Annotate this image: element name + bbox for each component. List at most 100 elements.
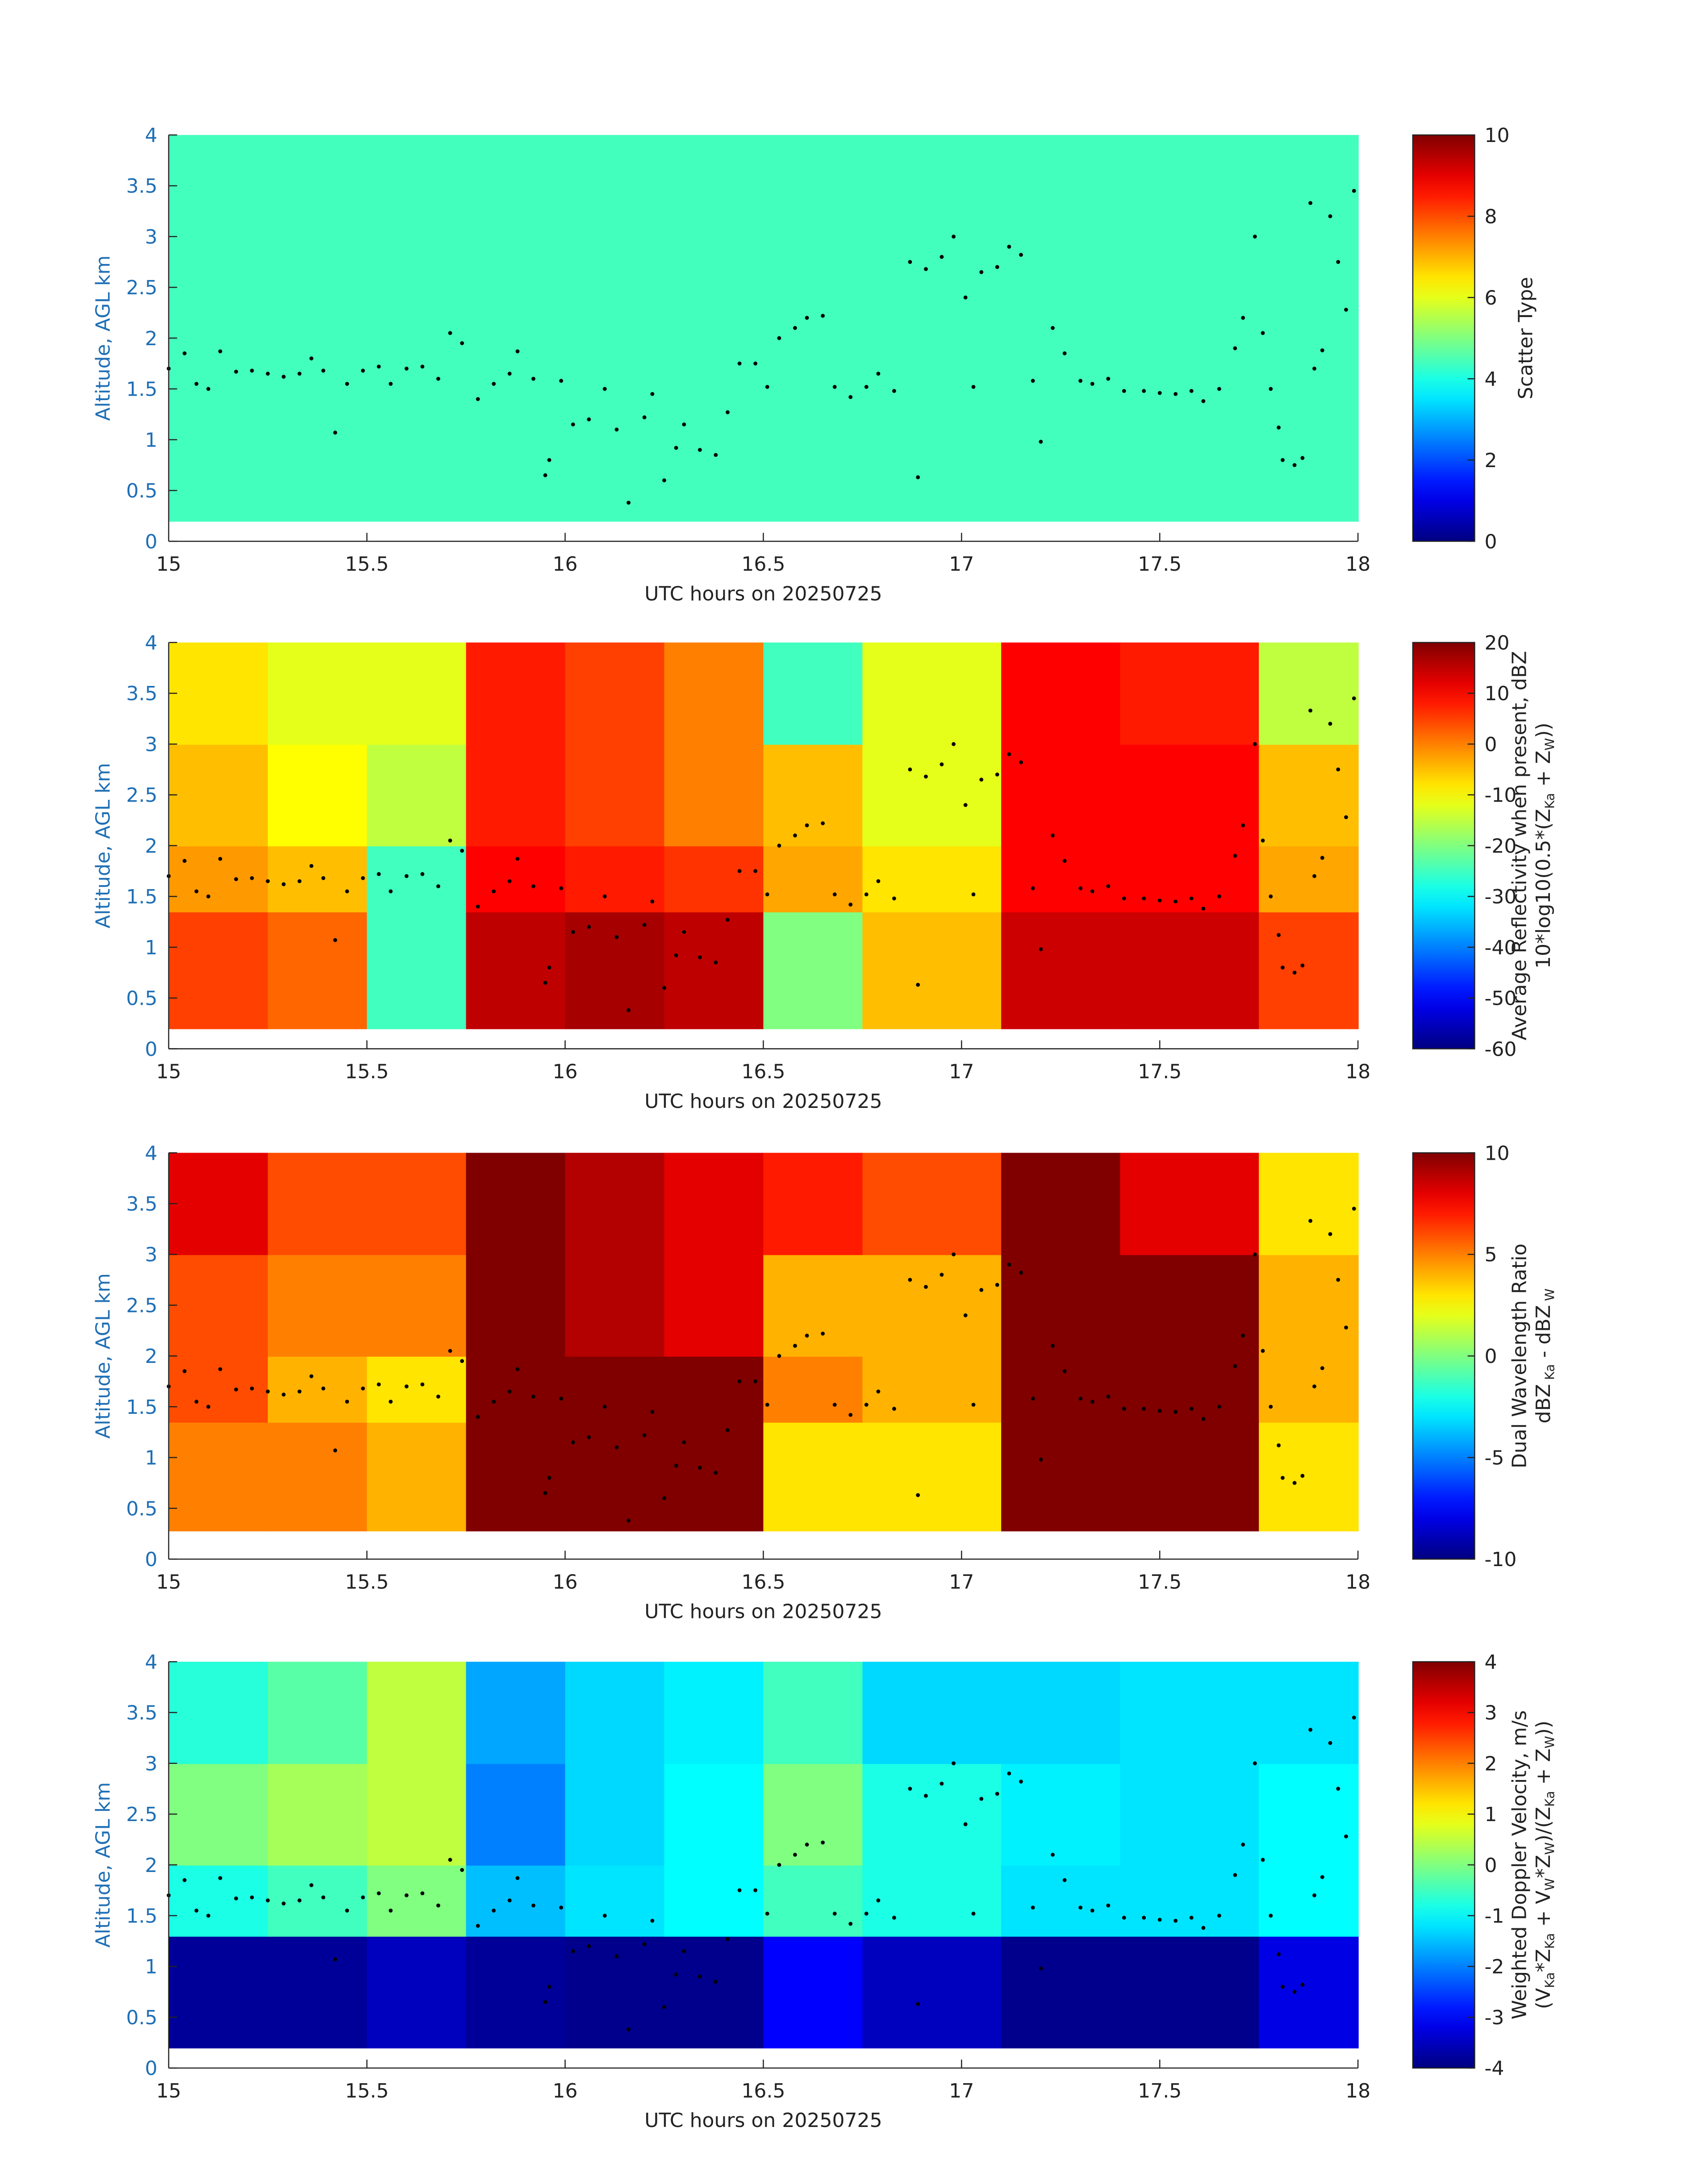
label-text: )/(Z: [1532, 1807, 1555, 1842]
point: [218, 857, 222, 861]
point: [531, 884, 535, 889]
point: [531, 1395, 535, 1399]
x-tick-label: 17: [949, 553, 974, 576]
heatmap-cell: [1001, 1936, 1121, 2049]
point: [626, 501, 631, 505]
point: [234, 1387, 238, 1391]
x-tick-label: 17: [949, 1571, 974, 1593]
point: [321, 876, 326, 880]
point: [194, 1909, 199, 1913]
point: [1241, 823, 1245, 827]
heatmap-cell: [168, 744, 269, 847]
point: [1281, 1475, 1285, 1480]
heatmap-cell: [1259, 1763, 1359, 1866]
point: [876, 1389, 881, 1394]
heatmap-cell: [1120, 1422, 1260, 1532]
colorbar-tick-label: -10: [1484, 1548, 1516, 1571]
point: [1142, 1915, 1146, 1920]
y-tick-label: 4: [145, 1142, 158, 1165]
point: [297, 372, 302, 376]
colorbar-tick-label: 0: [1484, 531, 1497, 553]
point: [559, 886, 564, 890]
point: [952, 1252, 956, 1257]
point: [821, 1840, 825, 1845]
point: [1328, 1741, 1332, 1745]
point: [916, 2002, 920, 2006]
point: [1078, 1905, 1083, 1910]
point: [1051, 326, 1055, 330]
heatmap-cell: [664, 744, 764, 847]
point: [1277, 425, 1281, 430]
label-text: )): [1532, 1721, 1555, 1736]
point: [507, 1898, 512, 1903]
point: [908, 260, 912, 264]
point: [1217, 894, 1221, 898]
point: [714, 1471, 718, 1475]
label-text: Scatter Type: [1514, 277, 1537, 399]
heatmap-cell: [168, 911, 269, 1029]
point: [361, 1386, 365, 1391]
subscript: Ka: [1542, 1972, 1557, 1988]
heatmap-cell: [267, 642, 368, 745]
heatmap-cell: [367, 1662, 467, 1764]
point: [1142, 1407, 1146, 1411]
x-tick-label: 17: [949, 2080, 974, 2102]
point: [864, 384, 869, 389]
heatmap-cell: [1001, 1254, 1121, 1357]
point: [714, 1980, 718, 1984]
point: [1078, 886, 1083, 890]
point: [543, 2000, 547, 2004]
point: [916, 1493, 920, 1497]
point: [436, 1903, 440, 1908]
colorbar-label: dBZ Ka - dBZ W: [1532, 1288, 1557, 1423]
point: [182, 1878, 187, 1882]
point: [963, 295, 968, 300]
point: [1122, 1915, 1126, 1920]
point: [1277, 933, 1281, 937]
y-tick-label: 3.5: [126, 1193, 158, 1216]
point: [805, 1843, 809, 1847]
heatmap-cell: [763, 1936, 863, 2049]
point: [1189, 1407, 1194, 1411]
colorbar-label: Dual Wavelength Ratio: [1508, 1244, 1531, 1469]
heatmap-cell: [367, 1936, 467, 2049]
point: [1292, 463, 1297, 467]
point: [995, 265, 999, 269]
point: [908, 1278, 912, 1282]
heatmap-cell: [168, 1763, 269, 1866]
heatmap-cell: [466, 1865, 566, 1937]
colorbar-label: Average Reflectivity when present, dBZ: [1508, 651, 1531, 1040]
point: [405, 874, 409, 878]
point: [848, 395, 853, 399]
point: [376, 872, 381, 876]
point: [1039, 947, 1043, 952]
point: [662, 1496, 666, 1500]
heatmap-cell: [267, 1662, 368, 1764]
point: [1039, 1458, 1043, 1462]
colorbar-tick-label: 3: [1484, 1702, 1497, 1725]
point: [697, 447, 702, 452]
heatmap-cell: [168, 1936, 269, 2049]
point: [460, 1359, 464, 1363]
point: [908, 767, 912, 772]
point: [832, 1911, 837, 1916]
point: [876, 879, 881, 883]
heatmap-cell: [168, 1865, 269, 1937]
heatmap-cell: [367, 1254, 467, 1357]
point: [1281, 1985, 1285, 1989]
point: [345, 889, 349, 894]
point: [1233, 1364, 1237, 1368]
point: [1308, 708, 1312, 713]
x-tick-label: 16: [553, 1061, 578, 1083]
point: [587, 1944, 591, 1948]
x-tick-label: 15: [156, 2080, 181, 2102]
heatmap-cell: [1001, 845, 1121, 913]
point: [559, 1396, 564, 1401]
point: [1007, 1771, 1011, 1776]
point: [1217, 1914, 1221, 1918]
point: [979, 777, 984, 782]
heatmap-cell: [367, 845, 467, 913]
point: [476, 1924, 480, 1928]
point: [218, 1876, 222, 1880]
point: [376, 1891, 381, 1896]
